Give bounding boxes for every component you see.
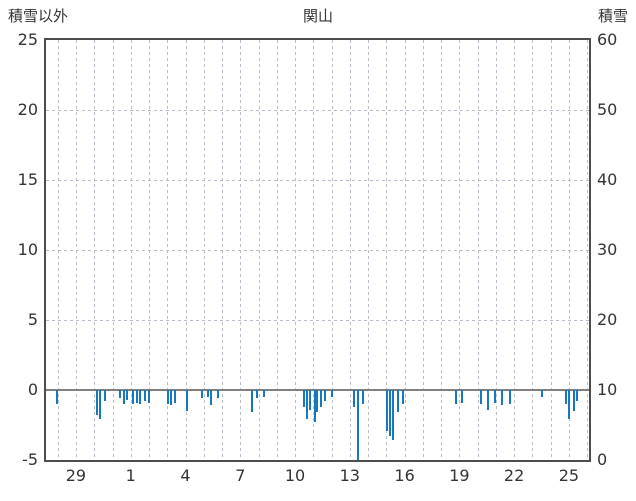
left-tick-label: 20 — [17, 100, 38, 119]
horizontal-gridline — [46, 320, 589, 321]
right-tick-label: 30 — [597, 240, 618, 259]
data-bar — [455, 390, 457, 404]
left-tick-label: 15 — [17, 170, 38, 189]
data-bar — [139, 390, 142, 404]
x-tick-label: 10 — [284, 466, 306, 485]
data-bar — [216, 390, 219, 399]
data-bar — [568, 390, 571, 420]
data-bar — [361, 390, 364, 404]
data-bar — [185, 390, 188, 411]
data-bar — [263, 390, 266, 397]
data-bar — [256, 390, 258, 399]
horizontal-gridline — [46, 110, 589, 111]
data-bar — [576, 390, 579, 402]
left-tick-label: 10 — [17, 240, 38, 259]
data-bar — [479, 390, 482, 404]
data-bar — [319, 390, 322, 407]
data-bar — [508, 390, 511, 404]
left-tick-label: 0 — [27, 380, 38, 399]
data-bar — [357, 390, 360, 460]
data-bar — [206, 390, 209, 397]
horizontal-gridline — [46, 180, 589, 181]
data-bar — [122, 390, 125, 404]
data-bar — [500, 390, 503, 406]
left-tick-label: 5 — [27, 310, 38, 329]
data-bar — [486, 390, 489, 410]
data-bar — [143, 390, 146, 402]
data-bar — [103, 390, 106, 402]
data-bar — [166, 390, 169, 404]
data-bar — [494, 390, 497, 403]
x-tick-label: 19 — [449, 466, 470, 485]
data-bar — [308, 390, 311, 410]
data-bar — [96, 390, 98, 416]
data-bar — [173, 390, 176, 403]
right-tick-label: 40 — [597, 170, 618, 189]
data-bar — [392, 390, 394, 441]
right-tick-label: 60 — [597, 30, 618, 49]
data-bar — [135, 390, 138, 403]
left-tick-label: 25 — [17, 30, 38, 49]
right-tick-label: 0 — [597, 450, 608, 469]
right-axis-title: 積雪 — [597, 7, 628, 25]
data-bar — [201, 390, 204, 399]
data-bar — [56, 390, 58, 404]
data-bar — [316, 390, 319, 413]
data-bar — [564, 390, 567, 404]
data-bar — [396, 390, 399, 413]
data-bar — [402, 390, 404, 404]
x-tick-label: 7 — [235, 466, 246, 485]
data-bar — [303, 390, 306, 407]
data-bar — [540, 390, 543, 397]
data-bar — [313, 390, 316, 423]
data-bar — [385, 390, 388, 431]
data-bar — [330, 390, 333, 397]
x-tick-label: 16 — [394, 466, 415, 485]
data-bar — [98, 390, 101, 420]
right-tick-label: 50 — [597, 100, 618, 119]
horizontal-gridline — [46, 250, 589, 251]
right-tick-label: 10 — [597, 380, 618, 399]
data-bar — [306, 390, 309, 420]
data-bar — [126, 390, 129, 400]
left-tick-label: -5 — [22, 450, 38, 469]
x-tick-label: 4 — [180, 466, 191, 485]
x-tick-label: 22 — [503, 466, 525, 485]
chart-title: 関山 — [302, 7, 333, 25]
data-bar — [148, 390, 151, 403]
data-bar — [389, 390, 392, 437]
plot-area — [46, 40, 589, 460]
x-tick-label: 13 — [339, 466, 360, 485]
data-bar — [210, 390, 213, 406]
data-bar — [119, 390, 121, 399]
x-tick-label: 25 — [558, 466, 580, 485]
data-bar — [352, 390, 355, 407]
data-bar — [170, 390, 173, 406]
left-axis-title: 積雪以外 — [8, 7, 69, 25]
data-bar — [250, 390, 253, 413]
x-tick-label: 1 — [125, 466, 136, 485]
data-bar — [572, 390, 575, 411]
data-bar — [323, 390, 326, 402]
data-bar — [131, 390, 134, 404]
data-bar — [461, 390, 464, 403]
right-tick-label: 20 — [597, 310, 618, 329]
x-tick-label: 29 — [65, 466, 87, 485]
